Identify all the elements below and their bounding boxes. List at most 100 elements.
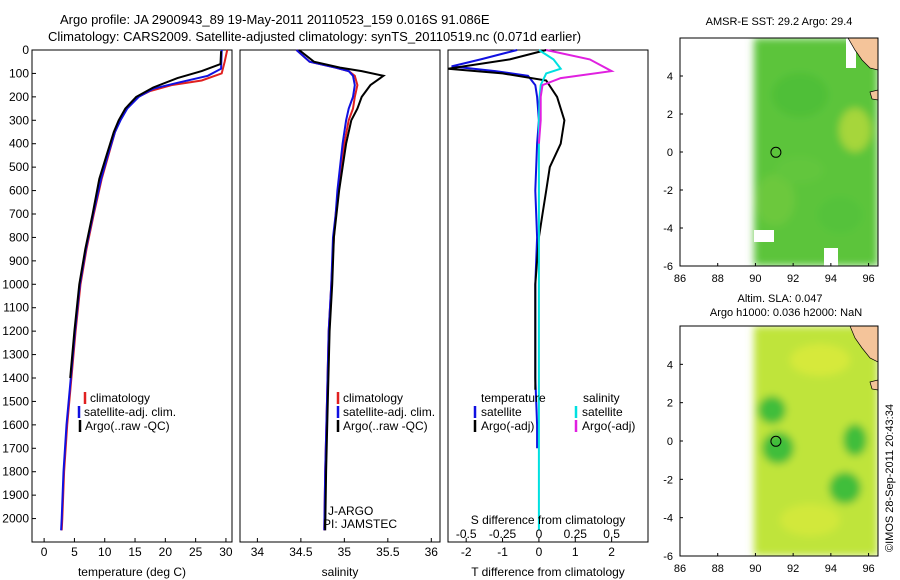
legend-header-salinity: salinity bbox=[583, 391, 620, 405]
map-x-tick-label: 88 bbox=[712, 563, 724, 575]
sst-field-warm-patch bbox=[839, 108, 871, 152]
map-y-tick-label: 0 bbox=[667, 147, 673, 159]
salinity-plot: 34 34.5 35 35.5 36 bbox=[251, 49, 439, 559]
map-y-tick-label: -6 bbox=[663, 551, 673, 563]
depth-tick-label: 0 bbox=[22, 43, 29, 57]
x-tick-label: 34.5 bbox=[289, 545, 313, 559]
depth-tick-label: 1700 bbox=[2, 441, 29, 455]
s-difference-tick-label: -0.5 bbox=[456, 527, 477, 541]
temperature-legend: climatology satellite-adj. clim. Argo(..… bbox=[77, 391, 176, 433]
x-tick-label: 30 bbox=[219, 545, 233, 559]
map-y-tick-label: 2 bbox=[667, 398, 673, 410]
map-y-tick-label: -4 bbox=[663, 223, 673, 235]
depth-tick-label: 1200 bbox=[2, 324, 29, 338]
x-tick-label: 0 bbox=[536, 545, 543, 559]
depth-tick-label: 200 bbox=[9, 90, 29, 104]
depth-tick-label: 800 bbox=[9, 230, 29, 244]
sla-island bbox=[869, 379, 878, 391]
depth-tick-label: 1500 bbox=[2, 394, 29, 408]
depth-tick-label: 900 bbox=[9, 254, 29, 268]
series-line-salinity-satellite bbox=[537, 49, 563, 531]
legend-label-climatology: climatology bbox=[343, 391, 403, 405]
difference-plot: -2 -1 0 1 2 -0.5 -0.25 0 0.25 0.5 bbox=[447, 49, 620, 559]
series-line-satellite-adj-clim- bbox=[60, 49, 223, 531]
sst-field-patch bbox=[776, 156, 824, 184]
legend-label-temp-argo: Argo(-adj) bbox=[481, 419, 534, 433]
sla-map-subtitle: Argo h1000: 0.036 h2000: NaN bbox=[710, 307, 862, 319]
sla-map-field bbox=[754, 326, 878, 556]
depth-tick-label: 700 bbox=[9, 207, 29, 221]
depth-tick-label: 300 bbox=[9, 113, 29, 127]
x-tick-label: -1 bbox=[497, 545, 508, 559]
map-x-tick-label: 92 bbox=[787, 563, 799, 575]
x-tick-label: -2 bbox=[461, 545, 472, 559]
difference-legend: temperature salinity satellite Argo(-adj… bbox=[473, 391, 635, 433]
salinity-legend: climatology satellite-adj. clim. Argo(..… bbox=[336, 391, 435, 433]
salinity-panel-frame bbox=[239, 49, 441, 543]
sst-map-axes: 86 88 90 92 94 96 -6 -4 -2 0 2 4 bbox=[663, 71, 874, 285]
sla-argo-position-marker bbox=[770, 435, 782, 447]
depth-tick-label: 400 bbox=[9, 137, 29, 151]
depth-tick-label: 1800 bbox=[2, 465, 29, 479]
legend-label-temp-satellite: satellite bbox=[481, 405, 522, 419]
sst-missing-block bbox=[754, 230, 774, 242]
x-tick-label: 36 bbox=[425, 545, 439, 559]
x-tick-label: 25 bbox=[189, 545, 203, 559]
s-difference-tick-label: 0 bbox=[536, 527, 543, 541]
map-x-tick-label: 96 bbox=[862, 563, 874, 575]
map-x-tick-label: 88 bbox=[712, 273, 724, 285]
depth-tick-label: 1900 bbox=[2, 488, 29, 502]
x-tick-label: 10 bbox=[98, 545, 112, 559]
header-line1: Argo profile: JA 2900943_89 19-May-2011 … bbox=[60, 12, 490, 27]
sla-field-low bbox=[758, 396, 786, 424]
side-stamp: ©IMOS 28-Sep-2011 20:43:34 bbox=[884, 404, 896, 552]
map-x-tick-label: 86 bbox=[674, 563, 686, 575]
sst-field-patch bbox=[818, 197, 862, 233]
depth-tick-label: 2000 bbox=[2, 512, 29, 526]
x-tick-label: 34 bbox=[251, 545, 265, 559]
x-tick-label: 5 bbox=[71, 545, 78, 559]
series-line-argo-raw-qc- bbox=[298, 49, 386, 531]
depth-tick-label: 500 bbox=[9, 160, 29, 174]
sst-landmass bbox=[847, 38, 878, 71]
x-tick-label: 1 bbox=[572, 545, 579, 559]
depth-tick-label: 600 bbox=[9, 184, 29, 198]
x-tick-label: 0 bbox=[41, 545, 48, 559]
map-x-tick-label: 90 bbox=[749, 563, 761, 575]
legend-label-satellite: satellite-adj. clim. bbox=[343, 405, 435, 419]
map-y-tick-label: -4 bbox=[663, 513, 673, 525]
x-tick-label: 35 bbox=[338, 545, 352, 559]
x-tick-label: 35.5 bbox=[376, 545, 400, 559]
temperature-panel-frame bbox=[31, 49, 233, 543]
difference-panel-frame bbox=[447, 49, 649, 543]
s-difference-tick-label: 0.25 bbox=[564, 527, 588, 541]
sla-map bbox=[680, 326, 878, 556]
s-difference-tick-label: 0.5 bbox=[603, 527, 620, 541]
sst-map-title: AMSR-E SST: 29.2 Argo: 29.4 bbox=[706, 16, 853, 28]
sst-argo-position-marker bbox=[770, 146, 782, 158]
sst-map-field bbox=[754, 38, 878, 266]
map-y-tick-label: -2 bbox=[663, 185, 673, 197]
series-line-argo-raw-qc- bbox=[69, 51, 223, 379]
sla-map-axes: 86 88 90 92 94 96 -6 -4 -2 0 2 4 bbox=[663, 359, 874, 575]
sst-missing-block bbox=[846, 38, 856, 68]
x-tick-label: 2 bbox=[608, 545, 615, 559]
map-x-tick-label: 92 bbox=[787, 273, 799, 285]
map-x-tick-label: 96 bbox=[862, 273, 874, 285]
x-tick-label: 15 bbox=[128, 545, 142, 559]
series-line-temperature-satellite bbox=[451, 49, 540, 449]
sla-map-title: Altim. SLA: 0.047 bbox=[738, 293, 823, 305]
sst-field-patch bbox=[755, 174, 795, 226]
map-x-tick-label: 90 bbox=[749, 273, 761, 285]
map-x-tick-label: 94 bbox=[825, 563, 837, 575]
sst-field-base bbox=[754, 38, 878, 266]
series-line-climatology bbox=[60, 49, 229, 531]
legend-label-argo: Argo(..raw -QC) bbox=[85, 419, 170, 433]
x-tick-label: 20 bbox=[159, 545, 173, 559]
map-y-tick-label: 0 bbox=[667, 436, 673, 448]
temperature-plot: 0 5 10 15 20 25 30 bbox=[41, 49, 233, 559]
sla-field-low bbox=[843, 424, 867, 456]
salinity-annotation-pi: PI: JAMSTEC bbox=[323, 517, 397, 531]
difference-xlabel-top: S difference from climatology bbox=[471, 513, 626, 527]
